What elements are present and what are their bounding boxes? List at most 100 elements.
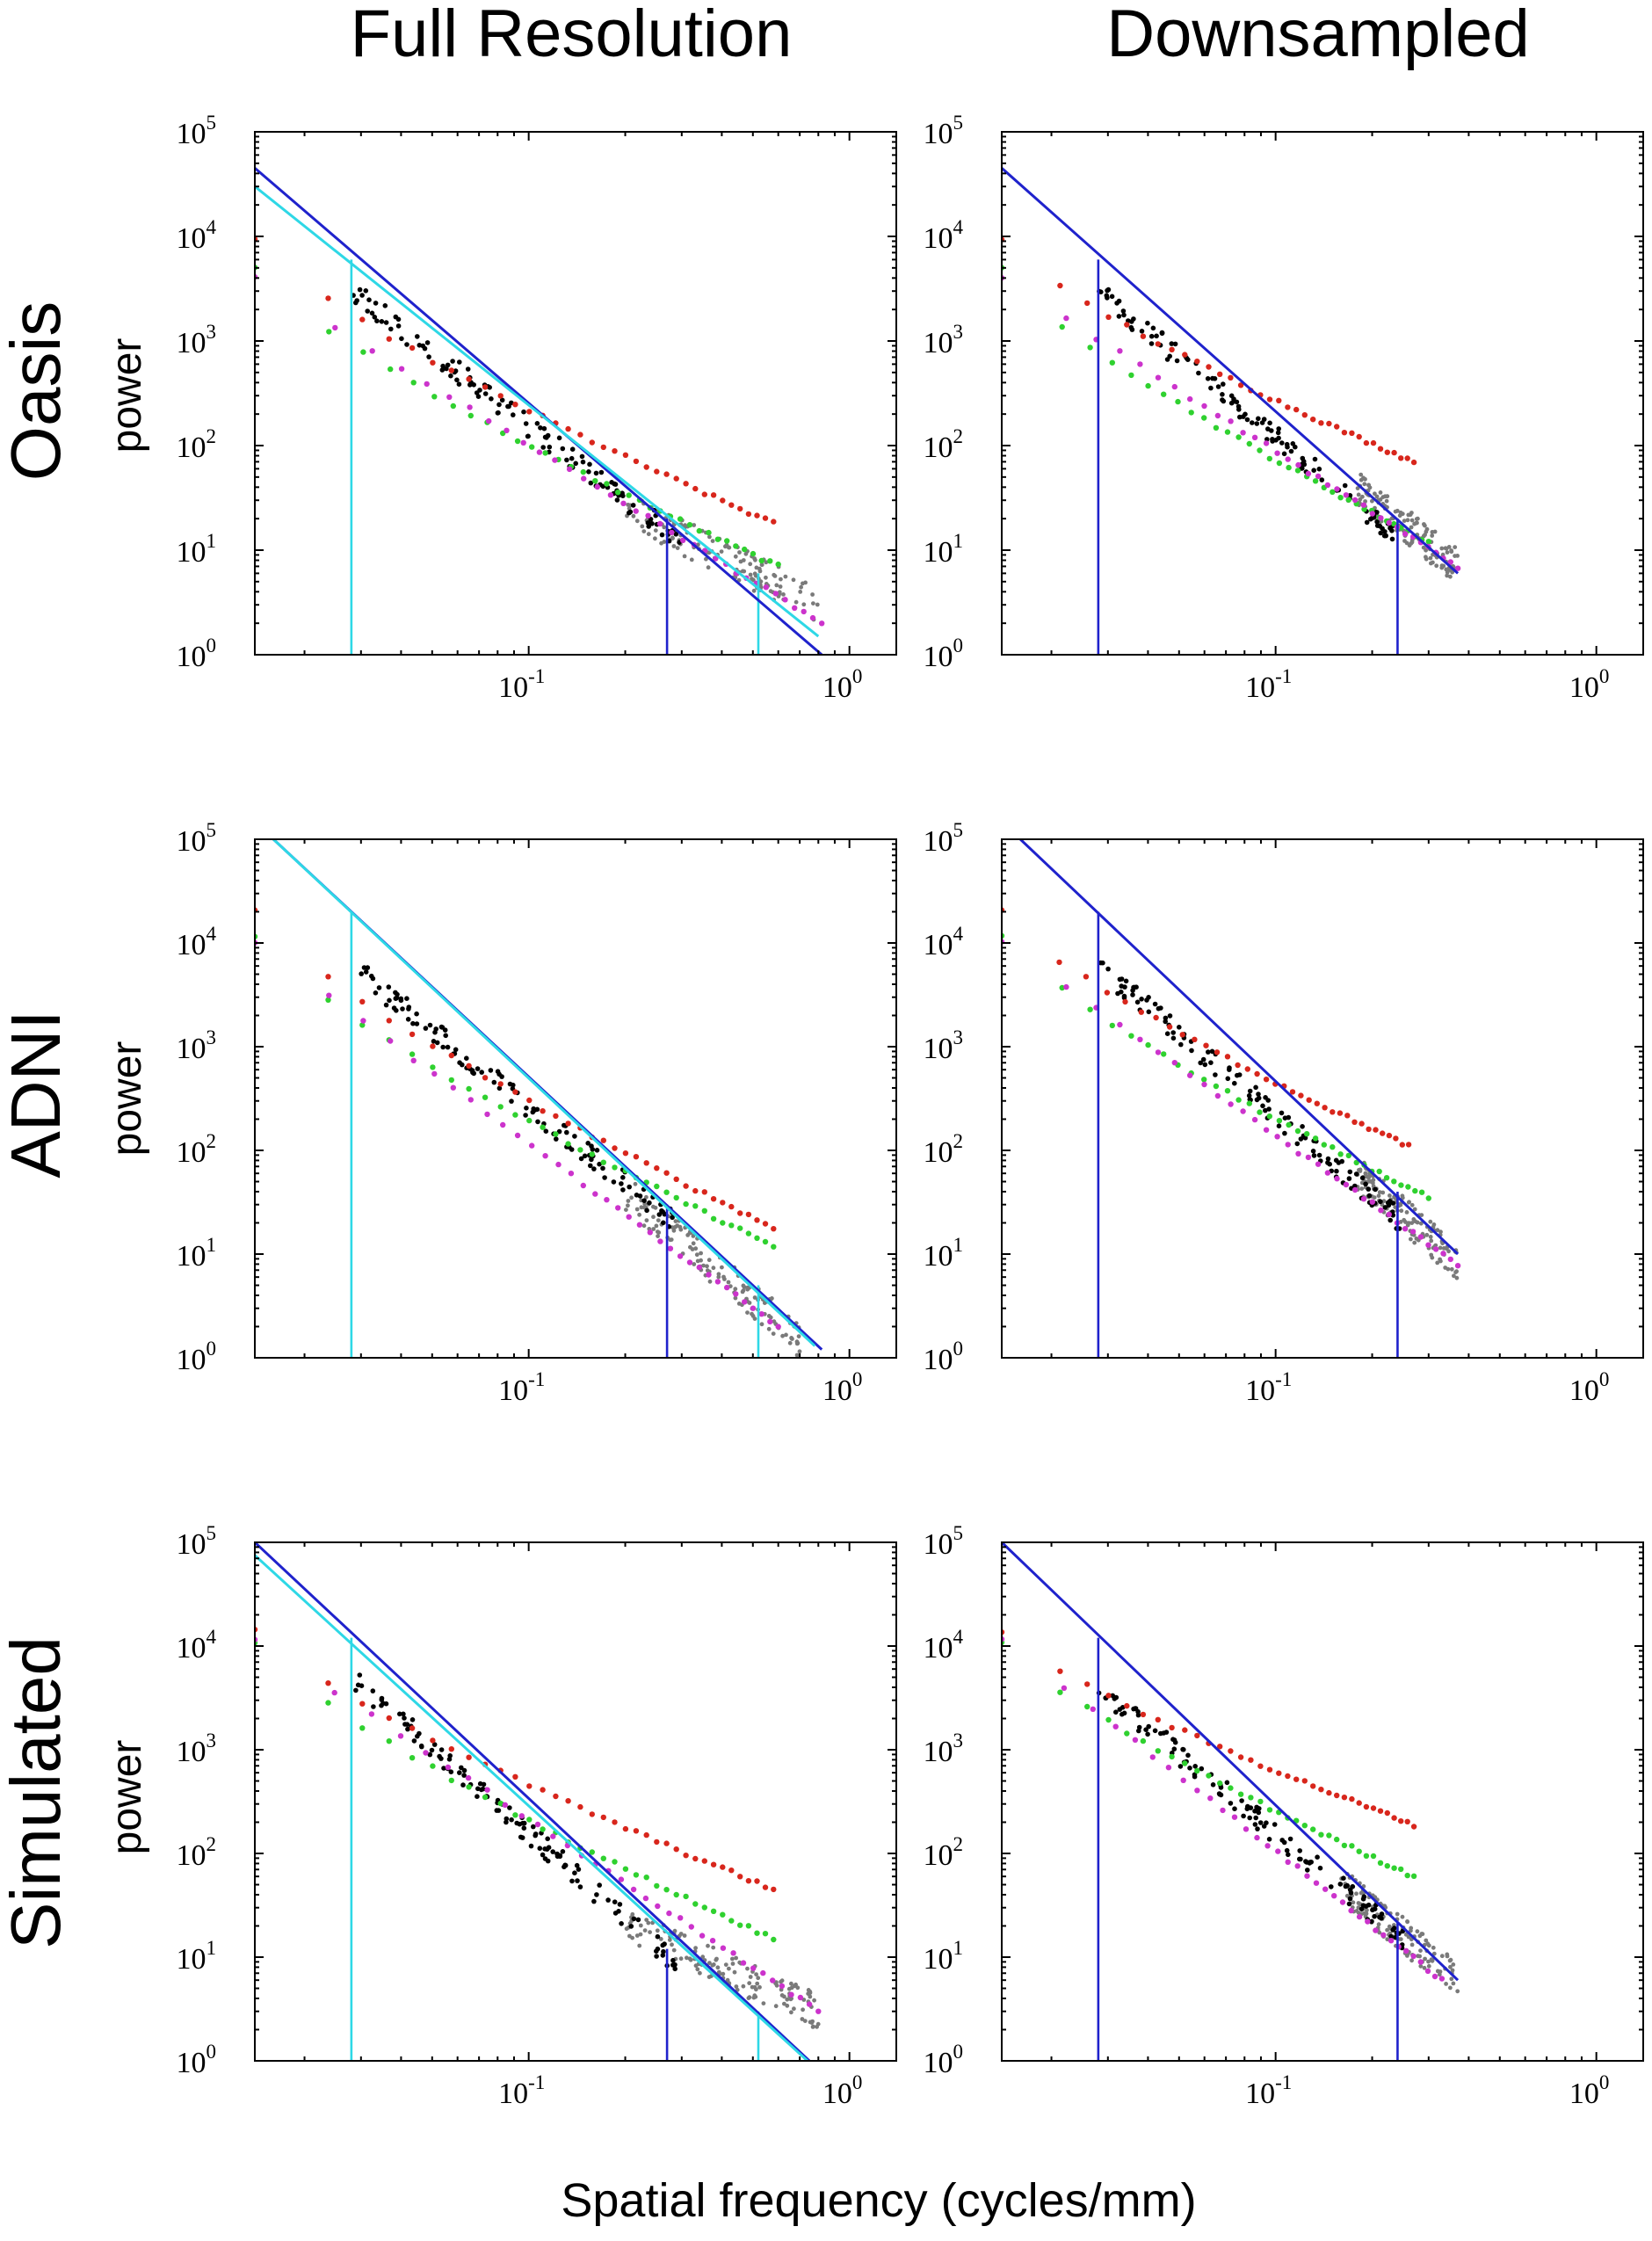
data-point-green <box>409 1755 416 1761</box>
x-tick-label-exponent: -1 <box>528 2071 545 2093</box>
data-point-black <box>1300 466 1305 471</box>
data-point-black <box>402 1722 408 1727</box>
data-point-gray <box>747 1981 752 1986</box>
data-point-black <box>1256 416 1261 422</box>
axes-frame <box>254 838 897 1359</box>
data-point-black <box>1297 1848 1302 1853</box>
data-point-green <box>720 1220 726 1226</box>
data-point-magenta <box>688 1924 694 1930</box>
data-point-black <box>369 973 374 979</box>
data-point-magenta <box>1201 403 1207 410</box>
data-point-gray <box>1421 533 1426 539</box>
data-point-black <box>524 1106 529 1111</box>
data-point-red <box>1404 455 1410 461</box>
data-point-gray <box>784 1332 788 1338</box>
data-point-black <box>1120 308 1127 314</box>
data-point-black <box>448 1769 454 1774</box>
data-point-green <box>1194 1767 1200 1774</box>
data-point-black <box>415 334 420 339</box>
data-point-black <box>1288 448 1294 454</box>
data-point-red <box>553 1113 559 1120</box>
data-point-green <box>1377 1860 1384 1866</box>
data-point-gray <box>1399 1208 1404 1214</box>
data-point-green <box>1425 1195 1432 1201</box>
data-point-magenta <box>410 1057 417 1064</box>
data-point-black <box>575 1878 580 1883</box>
data-point-green <box>663 1887 670 1893</box>
data-point-green <box>1312 478 1319 484</box>
data-point-magenta <box>1228 1101 1234 1107</box>
data-point-gray <box>1452 1273 1456 1279</box>
data-point-gray <box>799 584 803 590</box>
data-point-black <box>369 310 375 316</box>
data-point-gray <box>738 559 743 564</box>
data-point-gray <box>745 1310 750 1315</box>
data-point-magenta <box>1231 1814 1238 1820</box>
data-point-red <box>1356 1800 1362 1806</box>
data-point-red <box>430 1043 436 1049</box>
data-point-red <box>1169 1724 1175 1731</box>
data-point-green <box>1213 1083 1220 1090</box>
data-point-green <box>526 1817 533 1823</box>
data-point-gray <box>1371 1178 1376 1183</box>
data-point-black <box>1217 1791 1222 1797</box>
data-point-gray <box>785 2003 790 2008</box>
data-point-gray <box>734 1955 738 1961</box>
data-point-red <box>720 1864 726 1870</box>
data-point-black <box>1231 396 1236 402</box>
data-point-gray <box>757 1984 762 1990</box>
data-point-green <box>724 538 730 544</box>
data-point-black <box>550 1849 555 1854</box>
data-point-black <box>672 1962 677 1968</box>
data-point-black <box>1300 1124 1305 1129</box>
data-point-red <box>1217 1744 1223 1750</box>
data-point-red <box>701 1858 707 1864</box>
data-point-red <box>1293 406 1300 413</box>
plot-area <box>1002 839 1461 1358</box>
data-point-green <box>1345 497 1352 503</box>
data-point-magenta <box>1295 1150 1301 1157</box>
data-point-black <box>359 971 365 976</box>
data-point-black <box>499 397 505 403</box>
data-point-green <box>692 1901 699 1907</box>
data-point-gray <box>687 1956 692 1962</box>
data-point-red <box>1391 1815 1397 1821</box>
data-point-red <box>1105 1693 1112 1699</box>
y-tick-label-exponent: 3 <box>206 321 217 343</box>
data-point-green <box>683 1200 689 1208</box>
ylabel-simulated: power <box>104 1740 150 1855</box>
data-point-black <box>489 396 494 402</box>
data-point-gray <box>1344 1893 1350 1898</box>
data-point-gray <box>748 572 753 577</box>
data-point-red <box>728 1868 735 1874</box>
y-tick-label: 100 <box>924 1338 964 1376</box>
series-green <box>255 265 781 568</box>
data-point-red <box>771 519 777 525</box>
data-point-black <box>509 1817 514 1823</box>
data-point-gray <box>779 577 783 582</box>
data-point-black <box>450 359 455 364</box>
data-point-red <box>1203 1042 1209 1048</box>
data-point-black <box>1336 1160 1342 1165</box>
data-point-red <box>663 1840 670 1846</box>
data-point-magenta <box>1402 531 1409 537</box>
data-point-red <box>612 1145 618 1151</box>
data-point-red <box>1384 1809 1391 1817</box>
data-point-black <box>457 1770 462 1775</box>
data-point-red <box>430 359 436 366</box>
data-point-green <box>466 1085 472 1092</box>
data-point-gray <box>733 1295 738 1301</box>
data-point-red <box>745 1878 752 1884</box>
data-point-gray <box>667 1938 672 1942</box>
y-tick-label-exponent: 5 <box>953 819 964 841</box>
data-point-black <box>398 997 404 1004</box>
data-point-black <box>1098 960 1104 966</box>
data-point-magenta <box>724 1284 730 1291</box>
data-point-green <box>737 1225 743 1231</box>
data-point-magenta <box>1171 383 1178 390</box>
data-point-magenta <box>1351 497 1359 504</box>
data-point-gray <box>745 1285 750 1290</box>
data-point-magenta <box>706 1272 712 1278</box>
data-point-black <box>1152 1001 1158 1007</box>
